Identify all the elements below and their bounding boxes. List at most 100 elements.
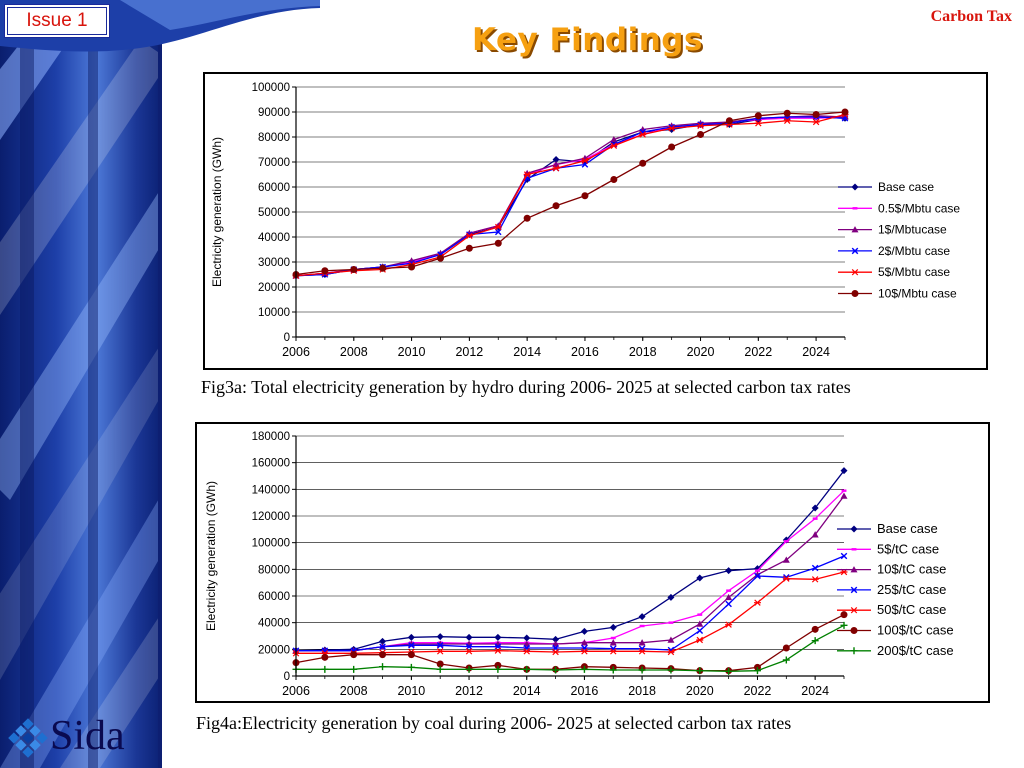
x-tick-label: 2022 <box>744 684 772 698</box>
data-point <box>580 639 588 646</box>
data-point <box>697 122 705 129</box>
x-tick-label: 2016 <box>571 684 599 698</box>
legend-marker <box>851 548 857 551</box>
series-line <box>295 111 846 276</box>
x-tick-label: 2020 <box>686 684 714 698</box>
legend-marker <box>852 207 858 210</box>
data-point <box>841 108 849 116</box>
data-point <box>668 125 676 132</box>
y-tick-label: 140000 <box>252 484 290 496</box>
data-point <box>753 565 761 573</box>
y-tick-label: 30000 <box>258 257 290 269</box>
data-point <box>638 645 646 652</box>
figure-caption-fig3a: Fig3a: Total electricity generation by h… <box>201 377 851 397</box>
x-tick-label: 2022 <box>744 345 772 359</box>
data-point <box>639 159 647 167</box>
data-point <box>610 142 618 149</box>
data-point <box>321 647 329 654</box>
legend-entry: 200$/tC case <box>837 643 954 658</box>
data-point <box>753 599 761 606</box>
data-point <box>754 112 762 120</box>
data-point <box>465 633 473 641</box>
legend-entry: 10$/Mbtu case <box>838 287 957 301</box>
y-tick-label: 100000 <box>252 538 290 550</box>
x-tick-label: 2020 <box>687 345 715 359</box>
data-point <box>408 642 415 649</box>
coal-chart-frame: Electricity generation (GWh) 0 20000 40000… <box>195 422 990 703</box>
legend-marker <box>851 226 859 233</box>
data-point <box>725 567 733 575</box>
y-tick-label: 40000 <box>258 232 290 244</box>
x-tick-label: 2006 <box>282 345 310 359</box>
data-point <box>321 653 329 661</box>
data-point <box>782 556 790 563</box>
y-axis-label: Electricity generation (GWh) <box>204 481 218 631</box>
data-point <box>668 143 676 151</box>
x-tick-label: 2012 <box>455 345 483 359</box>
legend-label: 200$/tC case <box>877 643 954 658</box>
series-2 <box>293 115 848 277</box>
legend-marker <box>851 183 859 191</box>
data-point <box>782 656 790 664</box>
legend-entry: 25$/tC case <box>837 582 946 597</box>
data-point <box>638 639 646 646</box>
data-point <box>811 637 819 645</box>
x-tick-label: 2018 <box>629 345 657 359</box>
legend-label: Base case <box>878 180 934 194</box>
x-tick-label: 2024 <box>802 345 830 359</box>
data-point <box>812 118 820 126</box>
data-point <box>379 651 387 659</box>
series-1 <box>292 467 848 655</box>
x-tick-label: 2008 <box>340 345 368 359</box>
data-point <box>726 589 732 592</box>
data-point <box>580 665 588 673</box>
series-line <box>296 495 845 652</box>
data-point <box>552 666 560 674</box>
data-point <box>609 639 617 646</box>
series-line <box>295 116 846 277</box>
y-tick-label: 20000 <box>258 282 290 294</box>
x-tick-label: 2014 <box>513 684 541 698</box>
data-point <box>552 640 560 647</box>
data-point <box>697 613 703 616</box>
y-tick-label: 80000 <box>258 564 290 576</box>
data-point <box>523 634 531 642</box>
series-line <box>295 115 846 277</box>
data-point <box>379 637 387 645</box>
legend-entry: 1$/Mbtucase <box>838 223 947 237</box>
x-tick-label: 2006 <box>282 684 310 698</box>
x-tick-label: 2018 <box>628 684 656 698</box>
data-point <box>523 171 531 178</box>
data-point <box>696 667 704 675</box>
data-point <box>754 572 761 580</box>
data-point <box>638 666 646 674</box>
y-tick-label: 120000 <box>252 511 290 523</box>
y-tick-label: 40000 <box>258 618 290 630</box>
legend-marker <box>850 606 858 614</box>
data-point <box>840 492 848 499</box>
data-point <box>667 666 675 674</box>
series-line <box>295 614 845 672</box>
data-point <box>523 648 531 655</box>
legend-entry: Base case <box>837 521 938 536</box>
y-tick-label: 0 <box>284 332 290 344</box>
y-tick-label: 20000 <box>258 644 290 656</box>
side-band-edge <box>158 0 162 768</box>
data-point <box>639 131 647 138</box>
data-point <box>783 540 789 543</box>
legend-label: 10$/tC case <box>877 562 946 577</box>
data-point <box>465 244 473 252</box>
data-point <box>696 620 704 627</box>
data-point <box>494 647 502 654</box>
data-point <box>753 667 761 675</box>
legend-entry: 5$/tC case <box>837 541 939 556</box>
data-point <box>610 176 618 183</box>
data-point <box>350 665 358 673</box>
sida-logo-mark <box>8 718 48 758</box>
data-point <box>465 232 473 239</box>
data-point <box>552 156 560 163</box>
data-point <box>639 624 645 628</box>
data-point <box>668 621 674 624</box>
data-point <box>350 651 358 659</box>
data-point <box>841 489 847 492</box>
